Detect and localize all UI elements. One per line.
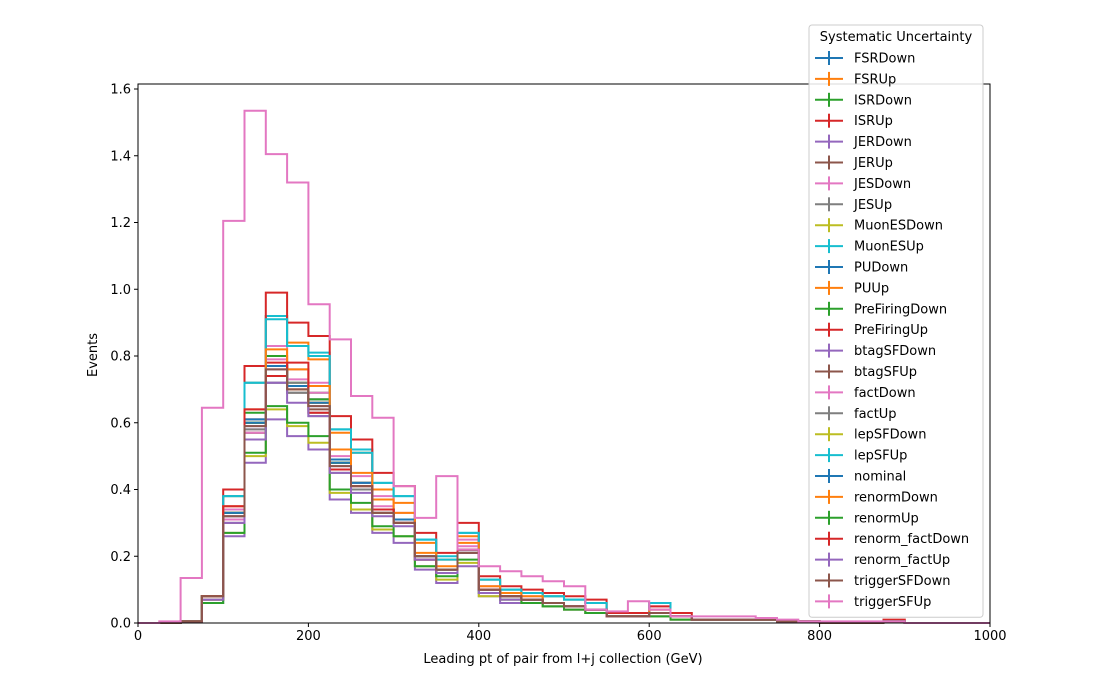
legend-entry: PUDown xyxy=(815,260,908,276)
legend-entry: JERDown xyxy=(815,134,912,150)
legend-label: btagSFDown xyxy=(854,344,936,359)
legend-entry: FSRDown xyxy=(815,51,915,67)
legend-label: renorm_factUp xyxy=(854,553,950,568)
y-axis-label: Events xyxy=(86,333,101,377)
legend-label: JERDown xyxy=(853,135,912,150)
legend-entry: btagSFUp xyxy=(815,364,917,380)
legend-box xyxy=(808,24,984,618)
y-tick-label: 0.8 xyxy=(110,350,131,365)
legend-label: renormDown xyxy=(854,490,938,505)
legend-label: MuonESDown xyxy=(854,219,943,234)
legend-label: JERUp xyxy=(853,156,893,171)
legend-entry: triggerSFDown xyxy=(815,573,950,589)
legend-entry: JESDown xyxy=(815,176,911,192)
x-tick-label: 600 xyxy=(637,629,662,644)
y-tick-label: 1.4 xyxy=(110,149,131,164)
legend-label: nominal xyxy=(854,470,906,485)
y-tick-label: 1.2 xyxy=(110,216,131,231)
legend-entry: renormUp xyxy=(815,510,919,526)
legend-entry: FSRUp xyxy=(815,71,896,87)
legend-entry: lepSFDown xyxy=(815,427,926,443)
x-tick-label: 1000 xyxy=(973,629,1006,644)
y-tick-label: 1.0 xyxy=(110,283,131,298)
legend-entry: btagSFDown xyxy=(815,343,936,359)
y-tick-label: 0.6 xyxy=(110,416,131,431)
y-tick-label: 1.6 xyxy=(110,83,131,98)
legend-entry: renormDown xyxy=(815,489,938,505)
legend-entry: factDown xyxy=(815,385,916,401)
legend-label: factUp xyxy=(854,407,897,422)
legend-label: PreFiringUp xyxy=(854,323,928,338)
legend-label: ISRDown xyxy=(854,93,912,108)
legend-entry: JERUp xyxy=(815,155,893,171)
legend-label: lepSFDown xyxy=(854,428,926,443)
legend-entry: JESUp xyxy=(815,197,892,213)
legend-entry: renorm_factDown xyxy=(815,531,969,547)
legend-entry: triggerSFUp xyxy=(815,594,931,610)
x-tick-label: 800 xyxy=(807,629,832,644)
legend: Systematic Uncertainty FSRDown FSRUp ISRDow… xyxy=(808,24,984,618)
y-tick-label: 0.0 xyxy=(110,617,131,632)
legend-label: FSRDown xyxy=(854,52,915,67)
legend-entry: ISRDown xyxy=(815,92,912,108)
legend-label: PUDown xyxy=(854,261,908,276)
x-tick-label: 400 xyxy=(466,629,491,644)
legend-label: factDown xyxy=(854,386,916,401)
legend-label: renorm_factDown xyxy=(854,532,969,547)
legend-entry: PreFiringDown xyxy=(815,301,947,317)
legend-entry: PreFiringUp xyxy=(815,322,928,338)
legend-entry: renorm_factUp xyxy=(815,552,950,568)
axes-layer: 0 200 400 600 800 1000 0.0 0.2 0.4 0.6 0.8 1.0 1.2 1.… xyxy=(110,83,1006,644)
legend-label: triggerSFUp xyxy=(854,595,931,610)
axes-frame xyxy=(137,83,991,624)
legend-label: JESUp xyxy=(853,198,892,213)
legend-label: PUUp xyxy=(854,281,889,296)
legend-entry: nominal xyxy=(815,469,906,485)
x-axis-label: Leading pt of pair from l+j collection (… xyxy=(423,652,702,667)
legend-label: JESDown xyxy=(853,177,911,192)
legend-entry: MuonESDown xyxy=(815,218,943,234)
legend-entry: MuonESUp xyxy=(815,239,924,255)
series-line-triggerSFUp xyxy=(138,109,990,624)
x-tick-label: 0 xyxy=(134,629,142,644)
legend-label: btagSFUp xyxy=(854,365,917,380)
legend-label: triggerSFDown xyxy=(854,574,950,589)
legend-entry: PUUp xyxy=(815,280,889,296)
legend-label: lepSFUp xyxy=(854,449,907,464)
y-tick-label: 0.2 xyxy=(110,550,131,565)
series-layer xyxy=(138,109,990,624)
y-tick-label: 0.4 xyxy=(110,483,131,498)
legend-entry: lepSFUp xyxy=(815,448,907,464)
legend-label: ISRUp xyxy=(854,114,893,129)
legend-title: Systematic Uncertainty xyxy=(820,30,973,45)
legend-entry: factUp xyxy=(815,406,897,422)
legend-entry: ISRUp xyxy=(815,113,893,129)
legend-label: renormUp xyxy=(854,511,919,526)
legend-label: MuonESUp xyxy=(854,240,924,255)
legend-label: FSRUp xyxy=(854,72,896,87)
legend-label: PreFiringDown xyxy=(854,302,947,317)
x-tick-label: 200 xyxy=(296,629,321,644)
